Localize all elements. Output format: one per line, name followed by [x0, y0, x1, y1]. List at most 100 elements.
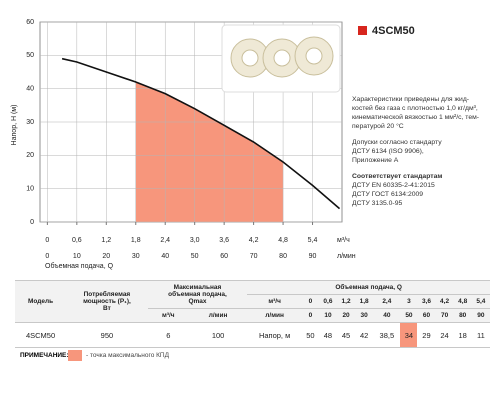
table-cell: 1,2 — [337, 294, 356, 309]
table-cell: 11 — [471, 322, 490, 348]
table-row: 4SCM50 950 6 100 Напор, м 50 48 45 42 38,5 34 29 24 1… — [15, 322, 490, 348]
standards-title: Соответствует стандартам — [352, 173, 443, 180]
x-axis-title: Объемная подача, Q — [45, 262, 114, 270]
text-line: Допуски согласно стандарту — [352, 139, 442, 146]
table-cell: 18 — [453, 322, 472, 348]
note-title: ПРИМЕЧАНИЕ: — [20, 352, 69, 359]
cell-line: Максимальная — [173, 284, 222, 291]
table-cell: 4SCM50 — [15, 322, 67, 348]
spec-table: Модель Потребляемая мощность (P₁), Вт Максим… — [15, 280, 490, 348]
cell-line: Вт — [103, 305, 111, 312]
x-tick-label: 0,6 — [72, 237, 82, 244]
text-line: пературой 20 °С — [352, 123, 404, 130]
table-cell: 4,2 — [435, 294, 454, 309]
cell-line: Qmax — [188, 298, 207, 305]
y-tick-label: 20 — [26, 152, 34, 159]
table-cell: Напор, м — [247, 322, 302, 348]
table-cell: 1,8 — [355, 294, 374, 309]
table-row: Модель Потребляемая мощность (P₁), Вт Максим… — [15, 280, 490, 323]
model-title: 4SCM50 — [372, 25, 415, 37]
standards: ДСТУ EN 60335-2-41:2015 ДСТУ ГОСТ 6134:20… — [352, 181, 435, 208]
paragraph2: Допуски согласно стандарту ДСТУ 6134 (ISO… — [352, 138, 442, 165]
note-text: - точка максимального КПД — [86, 352, 169, 359]
table-cell: Потребляемая мощность (P₁), Вт — [66, 280, 148, 323]
y-tick-label: 0 — [30, 219, 34, 226]
curve — [61, 57, 341, 210]
x2-tick-label: 80 — [279, 253, 287, 260]
x2-tick-label: 10 — [73, 253, 81, 260]
x-tick-label: 5,4 — [308, 237, 318, 244]
cell-line: Потребляемая — [83, 291, 131, 298]
product-coils — [230, 36, 334, 78]
note-swatch — [68, 350, 82, 361]
y-tick-label: 10 — [26, 186, 34, 193]
x-unit: м³/ч — [337, 237, 350, 244]
x-tick-label: 1,2 — [101, 237, 111, 244]
table-cell: 5,4 — [471, 294, 490, 309]
table-cell: 4,8 — [453, 294, 472, 309]
model-marker — [358, 26, 367, 35]
x-tick-label: 1,8 — [131, 237, 141, 244]
y-axis-title: Напор, H (м) — [11, 105, 18, 146]
x2-tick-label: 60 — [220, 253, 228, 260]
text-line: ДСТУ 3135.0-95 — [352, 200, 403, 207]
x-tick-label: 3,6 — [219, 237, 229, 244]
table-cell: Объемная подача, Q — [247, 280, 490, 295]
table-row: м³/ч 0 0,6 1,2 1,8 2,4 3 3,6 4,2 4,8 5,4 — [15, 294, 490, 309]
table-cell: 0 — [301, 294, 319, 309]
x2-tick-label: 40 — [161, 253, 169, 260]
x2-tick-label: 90 — [309, 253, 317, 260]
table-cell: 30 — [355, 308, 374, 323]
x-tick-label: 4,2 — [249, 237, 259, 244]
paragraph1: Характеристики приведены для жид-костей … — [352, 95, 479, 131]
table-cell: 70 — [435, 308, 454, 323]
table-cell: м³/ч — [147, 308, 189, 323]
text-line: ДСТУ EN 60335-2-41:2015 — [352, 182, 435, 189]
table-cell: 50 — [400, 308, 418, 323]
table-cell: 100 — [188, 322, 248, 348]
y-tick-label: 30 — [26, 119, 34, 126]
table-cell: 0,6 — [318, 294, 337, 309]
x2-tick-label: 0 — [45, 253, 49, 260]
table-cell: 29 — [417, 322, 436, 348]
table-cell: 20 — [337, 308, 356, 323]
table-cell: 24 — [435, 322, 454, 348]
x-tick-label: 4,8 — [278, 237, 288, 244]
table-cell: 38,5 — [373, 322, 401, 348]
table-cell: 950 — [66, 322, 148, 348]
table-cell: л/мин — [188, 308, 248, 323]
table-cell: 34 — [400, 322, 418, 348]
table-row: м³/ч л/мин л/мин 0 10 20 30 40 50 60 70 80 90 — [15, 308, 490, 323]
x2-unit: л/мин — [337, 253, 356, 260]
table-cell: Максимальная объемная подача, Qmax — [147, 280, 248, 309]
y-tick-label: 50 — [26, 52, 34, 59]
table-cell: л/мин — [247, 308, 302, 323]
table-cell: 50 — [301, 322, 319, 348]
table-cell: 80 — [453, 308, 472, 323]
text-line: костей без газа с плотностью 1,0 кг/дм³, — [352, 105, 478, 112]
table-cell: Модель — [15, 280, 67, 323]
table-cell: 48 — [318, 322, 337, 348]
cell-line: мощность (P₁), — [83, 298, 131, 305]
y-tick-label: 40 — [26, 86, 34, 93]
x-tick-label: 3,0 — [190, 237, 200, 244]
x2-tick-label: 50 — [191, 253, 199, 260]
cell-line: объемная подача, — [168, 291, 227, 298]
highlight-area — [135, 82, 284, 222]
x-tick-label: 2,4 — [160, 237, 170, 244]
table-cell: 2,4 — [373, 294, 401, 309]
table-cell: м³/ч — [247, 294, 302, 309]
y-tick-label: 60 — [26, 19, 34, 26]
table-cell: 3,6 — [417, 294, 436, 309]
text-line: кинематической вязкостью 1 мм²/с, тем- — [352, 114, 480, 121]
table-cell: 6 — [147, 322, 189, 348]
text-line: Характеристики приведены для жид- — [352, 96, 470, 103]
table-cell: 90 — [471, 308, 490, 323]
x2-tick-label: 30 — [132, 253, 140, 260]
table-cell: 10 — [318, 308, 337, 323]
text-line: ДСТУ 6134 (ISO 9906), — [352, 148, 424, 155]
x-tick-label: 0 — [45, 237, 49, 244]
table-cell: 40 — [373, 308, 401, 323]
